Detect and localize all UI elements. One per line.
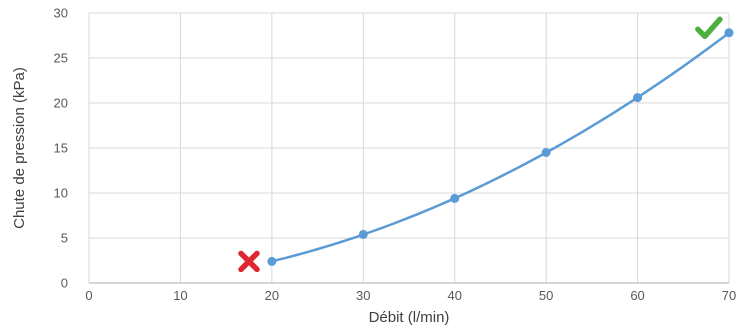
data-point [633,93,643,103]
data-point [724,28,734,38]
x-tick-label: 50 [539,288,553,303]
x-tick-label: 0 [85,288,92,303]
annotations [238,16,723,273]
data-point [267,256,277,266]
y-axis-title: Chute de pression (kPa) [11,67,28,229]
y-tick-label: 5 [61,231,68,246]
y-tick-label: 20 [54,96,68,111]
y-tick-label: 30 [54,6,68,21]
y-tick-labels: 0 5 10 15 20 25 30 [54,6,68,291]
grid-lines [88,12,730,283]
x-tick-label: 20 [265,288,279,303]
x-tick-label: 30 [356,288,370,303]
x-axis-title: Débit (l/min) [369,309,450,326]
data-point [541,148,551,157]
y-tick-label: 10 [54,186,68,201]
y-tick-label: 25 [54,51,68,66]
x-tick-labels: 0 10 20 30 40 50 60 70 [85,288,736,303]
y-tick-label: 0 [61,276,68,291]
x-tick-label: 60 [630,288,644,303]
x-tick-label: 70 [722,288,736,303]
data-point [358,229,368,239]
cross-mark-icon [238,250,260,273]
y-tick-label: 15 [54,141,68,156]
data-point [450,193,460,203]
x-tick-label: 10 [173,288,187,303]
check-mark-icon [695,16,723,40]
x-tick-label: 40 [447,288,461,303]
data-points [267,28,734,266]
trend-curve [271,31,730,263]
